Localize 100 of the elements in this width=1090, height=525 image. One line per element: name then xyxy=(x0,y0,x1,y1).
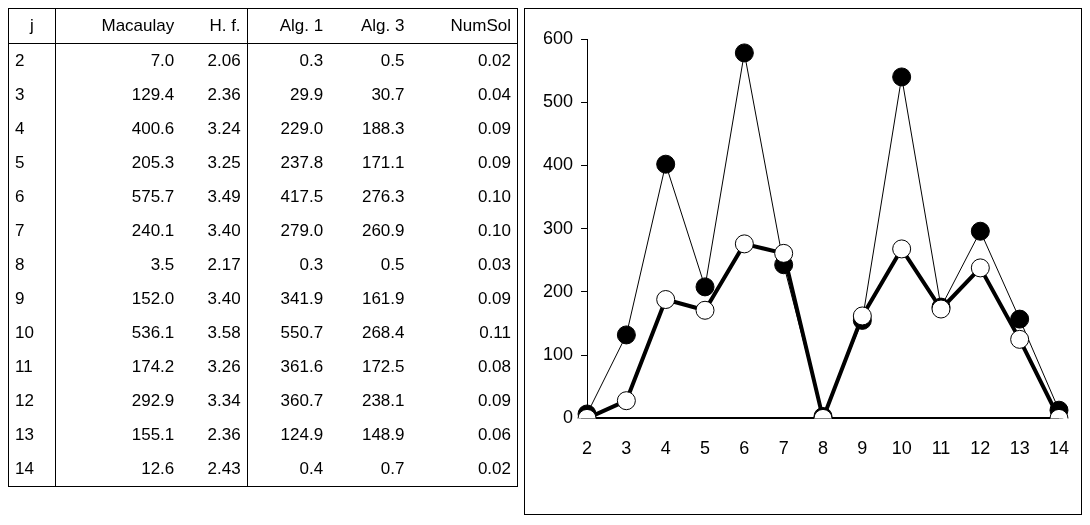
y-tick-label: 6 xyxy=(8,180,56,214)
x-tick-label: 4 xyxy=(660,438,671,459)
data-label: 279.0 xyxy=(279,220,325,242)
data-label: 2.06 xyxy=(180,43,248,78)
data-label: 2.43 xyxy=(180,452,248,487)
x-tick-label: 12 xyxy=(970,438,991,459)
y-tick-label: 8 xyxy=(8,248,56,282)
y-tick-label: 10 xyxy=(8,316,56,350)
data-label: 188.3 xyxy=(360,118,406,140)
data-label: 29.9 xyxy=(289,84,325,106)
data-label: 0.11 xyxy=(410,316,518,350)
data-label: 276.3 xyxy=(360,186,406,208)
data-label: 0.10 xyxy=(410,180,518,214)
y-tick-label: 3 xyxy=(8,78,56,112)
data-label: 124.9 xyxy=(279,424,325,446)
data-label: 3.49 xyxy=(180,180,248,214)
data-label: 0.5 xyxy=(379,50,406,72)
data-label: 0.3 xyxy=(298,50,325,72)
data-label: 0.10 xyxy=(410,214,518,248)
data-label: 268.4 xyxy=(360,322,406,344)
data-label: 205.3 xyxy=(130,152,176,174)
data-label: 0.5 xyxy=(379,254,406,276)
data-label: 3.5 xyxy=(149,254,176,276)
data-label: 161.9 xyxy=(360,288,406,310)
x-tick-label: Macaulay xyxy=(100,15,176,37)
data-label: 3.26 xyxy=(180,350,248,384)
x-tick-label: 3 xyxy=(621,438,632,459)
x-tick-label: 14 xyxy=(1048,438,1069,459)
x-tick-label: 5 xyxy=(700,438,711,459)
x-tick-label: 13 xyxy=(1009,438,1030,459)
data-label: 237.8 xyxy=(279,152,325,174)
y-tick-label: 400 xyxy=(542,154,574,175)
data-label: 12.6 xyxy=(140,458,176,480)
data-label: 536.1 xyxy=(130,322,176,344)
data-label: 2.17 xyxy=(180,248,248,282)
data-label: 2.36 xyxy=(180,418,248,452)
x-tick-label: 9 xyxy=(857,438,868,459)
data-label: 260.9 xyxy=(360,220,406,242)
y-tick-label: 11 xyxy=(8,350,56,384)
data-label: 3.40 xyxy=(180,282,248,316)
data-label: 174.2 xyxy=(130,356,176,378)
data-label: 3.34 xyxy=(180,384,248,418)
data-label: 292.9 xyxy=(130,390,176,412)
x-tick-label: 8 xyxy=(818,438,829,459)
data-label: 417.5 xyxy=(279,186,325,208)
data-label: 2.36 xyxy=(180,78,248,112)
x-tick-label: H. f. xyxy=(180,8,248,44)
data-label: 361.6 xyxy=(279,356,325,378)
data-label: 0.02 xyxy=(410,452,518,487)
y-tick-label: 100 xyxy=(542,344,574,365)
y-tick-label: 300 xyxy=(542,217,574,238)
data-label: 575.7 xyxy=(130,186,176,208)
data-label: 229.0 xyxy=(279,118,325,140)
data-label: 0.09 xyxy=(410,146,518,180)
y-tick-label: 7 xyxy=(8,214,56,248)
y-tick-label: 9 xyxy=(8,282,56,316)
data-label: 171.1 xyxy=(360,152,406,174)
data-label: 0.06 xyxy=(410,418,518,452)
data-label: 0.7 xyxy=(379,458,406,480)
y-tick-label: 500 xyxy=(542,91,574,112)
data-label: 238.1 xyxy=(360,390,406,412)
x-tick-label: 6 xyxy=(739,438,750,459)
data-label: 129.4 xyxy=(130,84,176,106)
data-label: 360.7 xyxy=(279,390,325,412)
data-label: 148.9 xyxy=(360,424,406,446)
y-tick-label: 5 xyxy=(8,146,56,180)
x-tick-label: Alg. 1 xyxy=(278,15,325,37)
data-label: 30.7 xyxy=(370,84,406,106)
x-tick-label: 7 xyxy=(778,438,789,459)
y-tick-label: 200 xyxy=(542,280,574,301)
data-label: 0.08 xyxy=(410,350,518,384)
data-label: 3.25 xyxy=(180,146,248,180)
data-label: 341.9 xyxy=(279,288,325,310)
x-tick-label: 2 xyxy=(582,438,593,459)
data-label: 3.58 xyxy=(180,316,248,350)
y-tick-label: 600 xyxy=(542,27,574,48)
x-tick-label: 11 xyxy=(931,438,951,459)
data-label: 240.1 xyxy=(130,220,176,242)
data-label: 0.09 xyxy=(410,384,518,418)
x-tick-label: Alg. 3 xyxy=(360,15,406,37)
x-tick-label: NumSol xyxy=(410,8,518,44)
data-label: 155.1 xyxy=(130,424,176,446)
y-axis-title: j xyxy=(8,8,56,44)
data-label: 550.7 xyxy=(279,322,325,344)
data-label: 0.4 xyxy=(298,458,325,480)
x-tick-label: 10 xyxy=(891,438,912,459)
data-label: 400.6 xyxy=(130,118,176,140)
data-label: 3.24 xyxy=(180,112,248,146)
y-tick-label: 0 xyxy=(563,407,574,428)
data-label: 7.0 xyxy=(149,50,176,72)
data-label: 0.04 xyxy=(410,78,518,112)
data-label: 152.0 xyxy=(130,288,176,310)
y-tick-label: 4 xyxy=(8,112,56,146)
data-label: 0.03 xyxy=(410,248,518,282)
data-label: 172.5 xyxy=(360,356,406,378)
data-label: 3.40 xyxy=(180,214,248,248)
data-label: 0.09 xyxy=(410,282,518,316)
data-label: 0.3 xyxy=(298,254,325,276)
y-tick-label: 2 xyxy=(8,43,56,78)
data-label: 0.02 xyxy=(410,43,518,78)
